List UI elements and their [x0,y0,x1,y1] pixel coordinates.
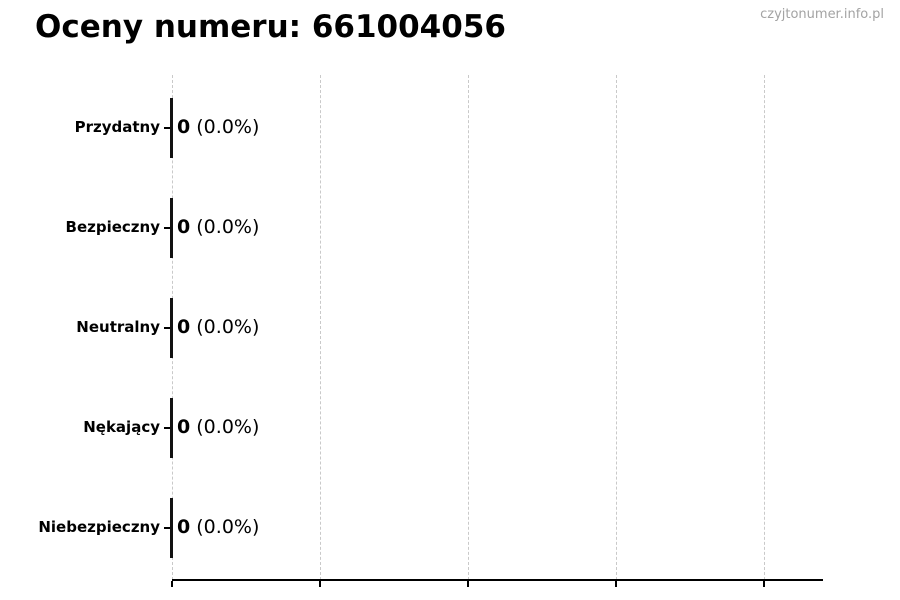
value-label: 0 (0.0%) [177,514,259,541]
x-axis-tick [171,581,173,587]
gridline [764,75,765,580]
x-axis-tick [615,581,617,587]
bar-row: Przydatny 0 (0.0%) [0,78,900,178]
value-percent: (0.0%) [190,116,260,138]
bar-row: Niebezpieczny 0 (0.0%) [0,478,900,578]
gridline [616,75,617,580]
y-axis-tick [164,427,172,429]
category-label: Bezpieczny [65,218,160,236]
zero-width-bar [170,498,173,558]
category-label: Przydatny [74,118,160,136]
gridline [320,75,321,580]
value-label: 0 (0.0%) [177,414,259,441]
y-axis-tick [164,127,172,129]
zero-width-bar [170,198,173,258]
value-count: 0 [177,516,191,538]
category-label: Niebezpieczny [38,518,160,536]
category-label: Neutralny [76,318,160,336]
value-count: 0 [177,116,191,138]
bar-row: Nękający 0 (0.0%) [0,378,900,478]
value-percent: (0.0%) [190,216,260,238]
value-percent: (0.0%) [190,316,260,338]
category-label: Nękający [83,418,160,436]
bar-row: Neutralny 0 (0.0%) [0,278,900,378]
gridline [468,75,469,580]
x-axis-tick [467,581,469,587]
value-label: 0 (0.0%) [177,314,259,341]
value-label: 0 (0.0%) [177,214,259,241]
value-percent: (0.0%) [190,516,260,538]
y-axis-tick [164,327,172,329]
bar-row: Bezpieczny 0 (0.0%) [0,178,900,278]
zero-width-bar [170,298,173,358]
x-axis-tick [319,581,321,587]
value-count: 0 [177,416,191,438]
chart-title: Oceny numeru: 661004056 [35,9,506,45]
value-count: 0 [177,216,191,238]
zero-width-bar [170,398,173,458]
y-axis-tick [164,527,172,529]
value-percent: (0.0%) [190,416,260,438]
y-axis-tick [164,227,172,229]
value-count: 0 [177,316,191,338]
x-axis-line [172,579,823,581]
value-label: 0 (0.0%) [177,114,259,141]
x-axis-tick [763,581,765,587]
watermark-text: czyjtonumer.info.pl [760,7,884,22]
zero-width-bar [170,98,173,158]
